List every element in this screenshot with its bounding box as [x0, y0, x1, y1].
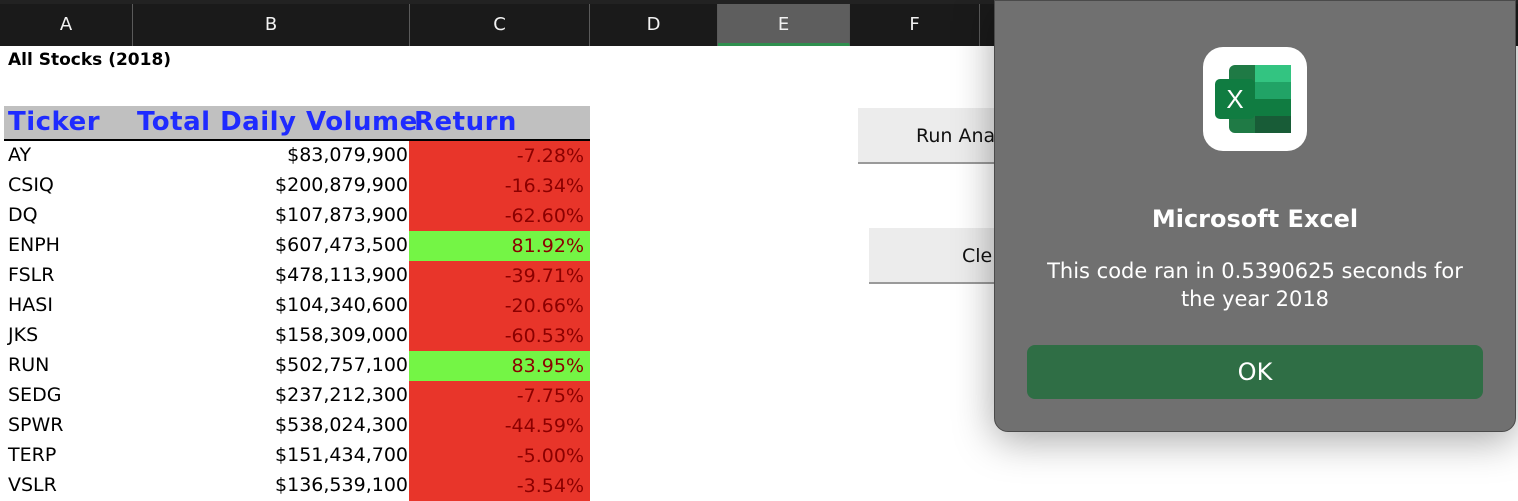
ok-button[interactable]: OK	[1027, 345, 1483, 399]
table-row[interactable]: AY $83,079,900 -7.28%	[4, 141, 590, 171]
table-row[interactable]: CSIQ $200,879,900 -16.34%	[4, 171, 590, 201]
ticker-cell[interactable]: ENPH	[8, 234, 60, 256]
volume-cell[interactable]: $237,212,300	[275, 384, 408, 406]
excel-app-icon: X	[1203, 47, 1307, 151]
table-row[interactable]: FSLR $478,113,900 -39.71%	[4, 261, 590, 291]
ticker-cell[interactable]: HASI	[8, 294, 53, 316]
return-cell[interactable]: -3.54%	[409, 471, 590, 501]
volume-cell[interactable]: $104,340,600	[275, 294, 408, 316]
return-cell[interactable]: -60.53%	[409, 321, 590, 351]
column-header-a[interactable]: A	[0, 4, 133, 46]
ticker-cell[interactable]: SEDG	[8, 384, 62, 406]
return-header: Return	[414, 107, 517, 137]
clear-button[interactable]: Cle	[869, 228, 999, 284]
alert-dialog: X Microsoft Excel This code ran in 0.539…	[994, 0, 1516, 432]
return-cell[interactable]: -7.28%	[409, 141, 590, 171]
table-row[interactable]: SPWR $538,024,300 -44.59%	[4, 411, 590, 441]
ticker-cell[interactable]: RUN	[8, 354, 50, 376]
table-row[interactable]: HASI $104,340,600 -20.66%	[4, 291, 590, 321]
svg-text:X: X	[1226, 84, 1243, 114]
volume-cell[interactable]: $502,757,100	[275, 354, 408, 376]
table-row[interactable]: TERP $151,434,700 -5.00%	[4, 441, 590, 471]
volume-cell[interactable]: $107,873,900	[275, 204, 408, 226]
ticker-cell[interactable]: AY	[8, 144, 32, 166]
ticker-cell[interactable]: SPWR	[8, 414, 64, 436]
volume-header: Total Daily Volume	[137, 107, 418, 137]
column-header-c[interactable]: C	[410, 4, 590, 46]
volume-cell[interactable]: $136,539,100	[275, 474, 408, 496]
volume-cell[interactable]: $83,079,900	[287, 144, 408, 166]
return-cell[interactable]: -16.34%	[409, 171, 590, 201]
return-cell[interactable]: 81.92%	[409, 231, 590, 261]
ticker-cell[interactable]: DQ	[8, 204, 38, 226]
volume-cell[interactable]: $158,309,000	[275, 324, 408, 346]
return-cell[interactable]: -5.00%	[409, 441, 590, 471]
ticker-cell[interactable]: VSLR	[8, 474, 57, 496]
column-header-e[interactable]: E	[718, 4, 850, 46]
volume-cell[interactable]: $607,473,500	[275, 234, 408, 256]
ticker-header: Ticker	[8, 107, 101, 137]
volume-cell[interactable]: $538,024,300	[275, 414, 408, 436]
return-cell[interactable]: -62.60%	[409, 201, 590, 231]
sheet-title[interactable]: All Stocks (2018)	[8, 50, 172, 70]
table-row[interactable]: VSLR $136,539,100 -3.54%	[4, 471, 590, 501]
table-row[interactable]: SEDG $237,212,300 -7.75%	[4, 381, 590, 411]
table-header-row[interactable]: Ticker Total Daily Volume Return	[4, 106, 590, 141]
window-top-edge	[0, 0, 1518, 4]
table-row[interactable]: RUN $502,757,100 83.95%	[4, 351, 590, 381]
dialog-title: Microsoft Excel	[1151, 205, 1359, 233]
return-cell[interactable]: -39.71%	[409, 261, 590, 291]
run-analysis-button[interactable]: Run Ana	[858, 108, 998, 164]
ticker-cell[interactable]: CSIQ	[8, 174, 54, 196]
column-header-f[interactable]: F	[850, 4, 980, 46]
ticker-cell[interactable]: TERP	[8, 444, 57, 466]
return-cell[interactable]: -20.66%	[409, 291, 590, 321]
volume-cell[interactable]: $478,113,900	[275, 264, 408, 286]
dialog-message: This code ran in 0.5390625 seconds for t…	[1047, 259, 1463, 311]
ticker-cell[interactable]: FSLR	[8, 264, 55, 286]
volume-cell[interactable]: $151,434,700	[275, 444, 408, 466]
column-header-d[interactable]: D	[590, 4, 718, 46]
return-cell[interactable]: -7.75%	[409, 381, 590, 411]
table-row[interactable]: ENPH $607,473,500 81.92%	[4, 231, 590, 261]
table-row[interactable]: JKS $158,309,000 -60.53%	[4, 321, 590, 351]
table-row[interactable]: DQ $107,873,900 -62.60%	[4, 201, 590, 231]
return-cell[interactable]: 83.95%	[409, 351, 590, 381]
volume-cell[interactable]: $200,879,900	[275, 174, 408, 196]
ticker-cell[interactable]: JKS	[8, 324, 39, 346]
column-header-b[interactable]: B	[133, 4, 410, 46]
return-cell[interactable]: -44.59%	[409, 411, 590, 441]
